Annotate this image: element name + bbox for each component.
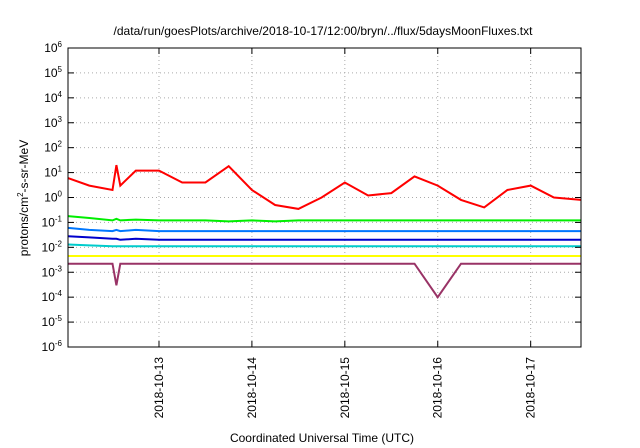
- x-tick-label: 2018-10-17: [524, 357, 538, 419]
- x-tick-label: 2018-10-15: [338, 357, 352, 419]
- y-tick-label: 10-4: [42, 289, 63, 304]
- y-axis: 10610510410310210110010-110-210-310-410-…: [42, 40, 581, 354]
- series-line-4: [67, 235, 581, 241]
- y-tick-base: 10: [42, 240, 56, 254]
- chart-title: /data/run/goesPlots/archive/2018-10-17/1…: [114, 24, 534, 38]
- series-line-1: [67, 164, 582, 210]
- y-tick-exponent: 3: [58, 115, 63, 124]
- y-tick-base: 10: [42, 290, 56, 304]
- x-tick-label: 2018-10-13: [152, 357, 166, 419]
- y-tick-base: 10: [42, 215, 56, 229]
- y-tick-base: 10: [44, 91, 58, 105]
- y-tick-label: 10-1: [42, 214, 63, 229]
- y-tick-exponent: -5: [55, 314, 63, 323]
- y-axis-label: protons/cm2-s-sr-MeV: [16, 140, 31, 256]
- y-tick-label: 105: [44, 65, 62, 80]
- y-tick-label: 10-2: [42, 239, 63, 254]
- y-tick-label: 10-5: [42, 314, 63, 329]
- series-line-2: [67, 215, 581, 223]
- y-tick-exponent: 1: [58, 165, 63, 174]
- y-tick-label: 102: [44, 140, 62, 155]
- y-tick-exponent: -2: [55, 239, 63, 248]
- y-tick-base: 10: [44, 116, 58, 130]
- series-line-3: [67, 226, 581, 233]
- y-tick-label: 103: [44, 115, 62, 130]
- y-tick-exponent: 5: [58, 65, 63, 74]
- x-axis: 2018-10-13 2018-10-14 2018-10-15 2018-10-16…: [152, 48, 538, 418]
- y-tick-exponent: -4: [55, 289, 63, 298]
- y-tick-label: 101: [44, 165, 62, 180]
- y-tick-label: 10-3: [42, 264, 63, 279]
- y-tick-exponent: -1: [55, 214, 63, 223]
- series-line-7: [68, 262, 581, 299]
- y-tick-base: 10: [42, 340, 56, 354]
- y-tick-base: 10: [44, 66, 58, 80]
- y-tick-label: 104: [44, 90, 62, 105]
- y-tick-exponent: 2: [58, 140, 63, 149]
- y-tick-base: 10: [44, 166, 58, 180]
- y-tick-exponent: -6: [55, 339, 63, 348]
- y-tick-base: 10: [42, 315, 56, 329]
- y-tick-label: 100: [44, 190, 62, 205]
- y-tick-base: 10: [44, 141, 58, 155]
- y-tick-base: 10: [42, 265, 56, 279]
- y-tick-exponent: 6: [58, 40, 63, 49]
- y-tick-label: 10-6: [42, 339, 63, 354]
- y-tick-label: 106: [44, 40, 62, 55]
- series-line-5: [67, 243, 581, 248]
- x-tick-label: 2018-10-14: [245, 357, 259, 419]
- y-tick-exponent: 0: [58, 190, 63, 199]
- series-group: [67, 164, 582, 299]
- x-axis-label: Coordinated Universal Time (UTC): [230, 431, 414, 445]
- y-tick-exponent: -3: [55, 264, 63, 273]
- y-tick-base: 10: [44, 191, 58, 205]
- grid: [68, 48, 581, 347]
- x-tick-label: 2018-10-16: [431, 357, 445, 419]
- y-tick-exponent: 4: [58, 90, 63, 99]
- y-tick-base: 10: [44, 41, 58, 55]
